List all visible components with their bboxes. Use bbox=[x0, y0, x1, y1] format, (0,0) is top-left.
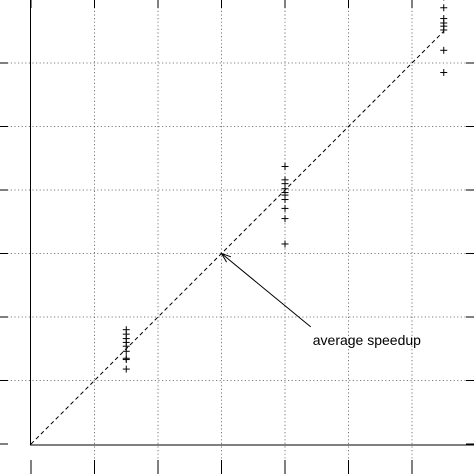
data-point bbox=[281, 163, 289, 171]
data-point bbox=[281, 240, 289, 248]
plot-frame bbox=[30, 0, 474, 446]
annotation-label: average speedup bbox=[313, 332, 421, 348]
average-speedup-reference-line bbox=[30, 30, 445, 445]
data-points bbox=[122, 0, 448, 373]
data-point bbox=[440, 4, 448, 12]
annotation-arrowhead bbox=[220, 252, 232, 263]
data-point bbox=[122, 365, 130, 373]
data-point bbox=[281, 196, 289, 204]
data-point bbox=[440, 69, 448, 77]
data-point bbox=[440, 26, 448, 34]
data-point bbox=[440, 46, 448, 54]
data-point bbox=[122, 347, 130, 355]
data-point bbox=[122, 356, 130, 364]
data-point bbox=[281, 204, 289, 212]
annotation-arrow bbox=[221, 253, 312, 328]
data-point bbox=[281, 215, 289, 223]
